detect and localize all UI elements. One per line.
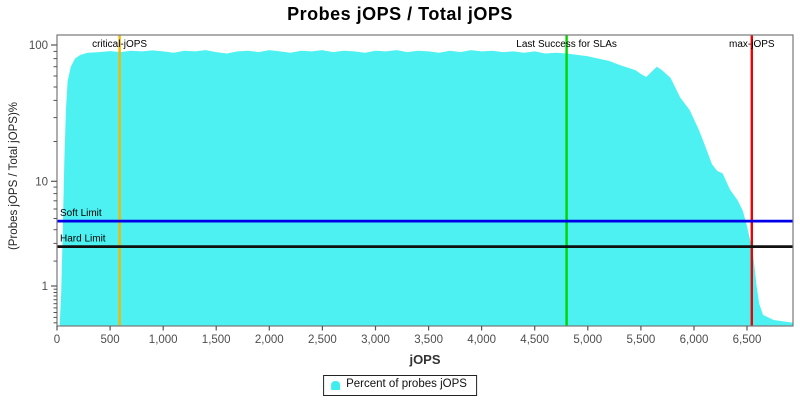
- x-tick-label: 500: [101, 334, 120, 346]
- x-tick-label: 6,500: [733, 334, 762, 346]
- last-success-slas-label: Last Success for SLAs: [516, 39, 617, 50]
- x-tick-label: 5,000: [573, 334, 602, 346]
- hard-limit-label: Hard Limit: [60, 234, 106, 245]
- y-axis-title: (Probes jOPS / Total jOPS)%: [8, 101, 20, 251]
- soft-limit-label: Soft Limit: [60, 208, 102, 219]
- x-tick-label: 6,000: [680, 334, 709, 346]
- x-tick-label: 4,000: [467, 334, 496, 346]
- y-tick-label: 1: [42, 281, 48, 293]
- probes-jops-area: [59, 50, 793, 326]
- x-tick-label: 0: [54, 334, 60, 346]
- x-axis-title: jOPS: [409, 352, 441, 367]
- chart-title: Probes jOPS / Total jOPS: [287, 4, 513, 24]
- legend-label: Percent of probes jOPS: [346, 378, 467, 390]
- x-tick-label: 1,000: [149, 334, 178, 346]
- max-jops-label: max-jOPS: [729, 39, 775, 50]
- plot-border: [56, 34, 794, 327]
- x-tick-label: 3,500: [414, 334, 443, 346]
- x-tick-label: 2,500: [308, 334, 337, 346]
- y-tick-label: 10: [35, 176, 48, 188]
- x-tick-label: 5,500: [627, 334, 656, 346]
- legend: Percent of probes jOPS: [323, 375, 477, 396]
- x-tick-label: 1,500: [202, 334, 231, 346]
- critical-jops-label: critical-jOPS: [92, 39, 147, 50]
- x-tick-label: 2,000: [255, 334, 284, 346]
- x-tick-label: 4,500: [520, 334, 549, 346]
- x-tick-label: 3,000: [361, 334, 390, 346]
- y-tick-label: 100: [29, 40, 48, 52]
- legend-area-swatch-icon: [331, 380, 341, 390]
